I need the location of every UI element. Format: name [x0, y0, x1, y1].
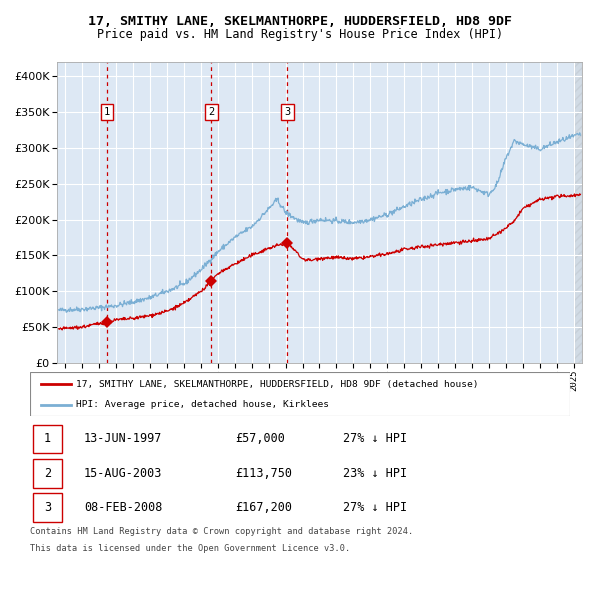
Text: 2: 2: [208, 107, 215, 117]
Text: 27% ↓ HPI: 27% ↓ HPI: [343, 432, 407, 445]
Text: 27% ↓ HPI: 27% ↓ HPI: [343, 501, 407, 514]
Text: 23% ↓ HPI: 23% ↓ HPI: [343, 467, 407, 480]
Text: 2: 2: [44, 467, 51, 480]
Bar: [574, 62, 582, 363]
Text: 3: 3: [44, 501, 51, 514]
Text: HPI: Average price, detached house, Kirklees: HPI: Average price, detached house, Kirk…: [76, 401, 329, 409]
Text: 13-JUN-1997: 13-JUN-1997: [84, 432, 163, 445]
Text: 08-FEB-2008: 08-FEB-2008: [84, 501, 163, 514]
Text: £113,750: £113,750: [235, 467, 292, 480]
Text: £167,200: £167,200: [235, 501, 292, 514]
Text: Contains HM Land Registry data © Crown copyright and database right 2024.: Contains HM Land Registry data © Crown c…: [30, 527, 413, 536]
Text: Price paid vs. HM Land Registry's House Price Index (HPI): Price paid vs. HM Land Registry's House …: [97, 28, 503, 41]
Text: 3: 3: [284, 107, 290, 117]
Text: £57,000: £57,000: [235, 432, 285, 445]
Bar: [33, 425, 62, 453]
Text: 17, SMITHY LANE, SKELMANTHORPE, HUDDERSFIELD, HD8 9DF: 17, SMITHY LANE, SKELMANTHORPE, HUDDERSF…: [88, 15, 512, 28]
Bar: [33, 459, 62, 487]
Text: This data is licensed under the Open Government Licence v3.0.: This data is licensed under the Open Gov…: [30, 544, 350, 553]
Text: 15-AUG-2003: 15-AUG-2003: [84, 467, 163, 480]
Bar: [33, 493, 62, 522]
Text: 1: 1: [104, 107, 110, 117]
Text: 17, SMITHY LANE, SKELMANTHORPE, HUDDERSFIELD, HD8 9DF (detached house): 17, SMITHY LANE, SKELMANTHORPE, HUDDERSF…: [76, 379, 478, 389]
Text: 1: 1: [44, 432, 51, 445]
